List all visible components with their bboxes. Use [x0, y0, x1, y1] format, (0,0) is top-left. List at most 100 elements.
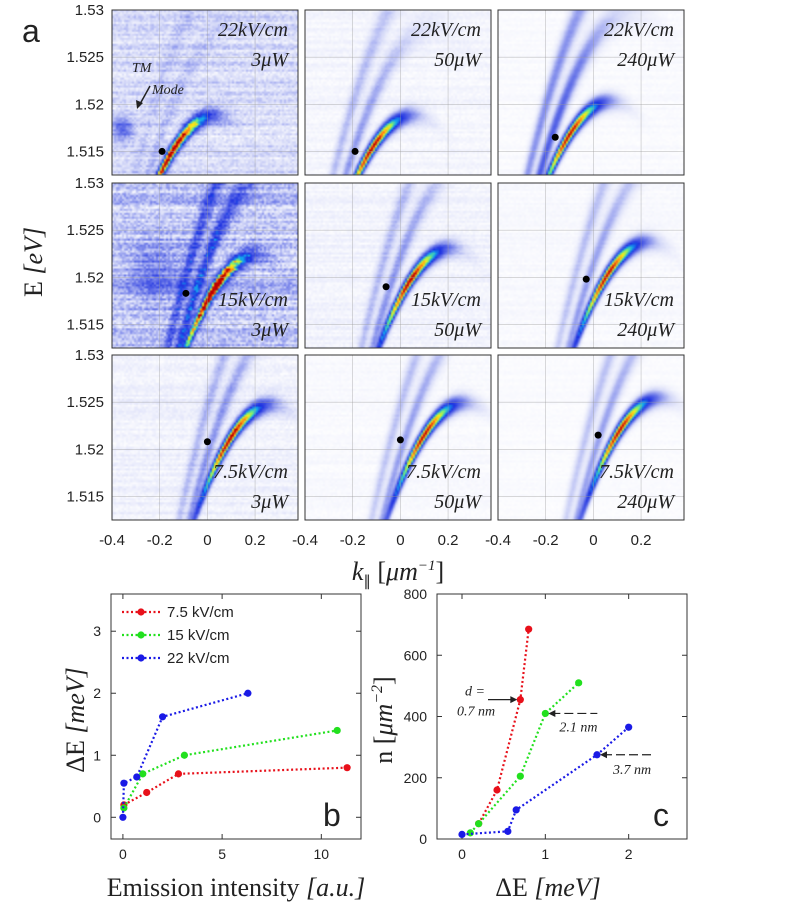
data-point	[593, 751, 601, 759]
dispersion-image-1-1	[305, 183, 491, 348]
field-label: 15kV/cm	[218, 289, 288, 311]
panel-b: 0 5 10 0 1 2 3 7.5 kV/cm 15 kV/cm 22 kV/cm	[93, 593, 362, 862]
y-tick-label: 600	[404, 647, 428, 663]
power-label: 50μW	[434, 491, 483, 513]
panel-a-xlabel: k∥ [μm−1]	[352, 557, 444, 590]
data-point	[139, 770, 147, 778]
power-label: 240μW	[617, 491, 676, 513]
series-line	[469, 682, 580, 834]
data-point	[541, 709, 549, 718]
data-point	[143, 788, 151, 797]
condensate-marker	[203, 438, 211, 446]
panel-a-axes: 22kV/cm 3μW 22kV/cm 50μW 22kV/cm 240μW 1.53 1.5…	[66, 2, 685, 549]
thickness-label: 0.7 nm	[457, 705, 495, 720]
tm-mode-arrowhead	[136, 100, 143, 109]
x-tick-label: 1	[541, 846, 549, 862]
dispersion-frame	[304, 9, 492, 176]
data-point	[343, 764, 351, 772]
panel-a-xtick: 0.2	[438, 532, 459, 549]
panel-a-letter: a	[22, 13, 40, 49]
y-tick-label: 0	[419, 831, 427, 847]
annotation-arrowhead	[548, 709, 556, 717]
y-tick-label: 1	[93, 747, 101, 763]
series-line	[121, 692, 249, 818]
panel-a-xtick: -0.4	[99, 532, 125, 549]
series-line	[122, 729, 338, 809]
data-point	[133, 773, 141, 781]
panel-a-ytick: 1.515	[66, 316, 104, 333]
legend-swatch-dot	[137, 654, 145, 662]
data-point	[119, 813, 127, 821]
dispersion-frame	[497, 182, 685, 349]
panel-a-xtick: 0	[203, 532, 211, 549]
x-tick-label: 10	[314, 846, 330, 862]
annotation-arrowhead	[510, 696, 518, 704]
annotation-arrowhead	[600, 751, 607, 759]
panel-b-letter: b	[323, 797, 341, 833]
y-tick-label: 0	[93, 809, 101, 825]
plot-frame	[110, 593, 362, 840]
data-point	[244, 689, 252, 697]
x-tick-label: 0	[458, 846, 466, 862]
panel-a-xtick: -0.2	[340, 532, 366, 549]
power-label: 3μW	[250, 319, 290, 341]
field-label: 15kV/cm	[411, 289, 481, 311]
tm-mode-annotation: TM Mode	[132, 61, 184, 109]
panel-b-xlabel: Emission intensity [a.u.]	[107, 873, 366, 902]
power-label: 3μW	[250, 49, 290, 71]
panel-c-letter: c	[653, 797, 669, 833]
thickness-label: 3.7 nm	[612, 763, 651, 778]
data-point	[575, 679, 583, 687]
panel-a-xtick: 0	[589, 532, 597, 549]
panel-a-ytick: 1.525	[66, 222, 104, 239]
dispersion-image-0-0	[112, 10, 298, 175]
power-label: 50μW	[434, 319, 483, 341]
panel-a-ytick: 1.52	[75, 269, 104, 286]
condensate-marker	[382, 283, 390, 291]
data-point	[504, 827, 512, 835]
dispersion-frame	[111, 182, 299, 349]
condensate-marker	[551, 133, 559, 141]
condensate-marker	[594, 431, 602, 439]
panel-a-xtick: -0.4	[292, 532, 318, 549]
thickness-label: d =	[465, 685, 485, 700]
data-point	[174, 770, 183, 778]
y-tick-label: 400	[404, 709, 428, 725]
panel-a-ytick: 1.53	[75, 175, 104, 192]
data-point	[120, 779, 128, 787]
data-point	[516, 772, 524, 780]
panel-a-ytick: 1.515	[66, 488, 104, 505]
dispersion-image-2-2	[498, 355, 684, 520]
field-label: 7.5kV/cm	[213, 461, 288, 483]
dispersion-image-0-1	[305, 10, 491, 175]
y-tick-label: 3	[93, 623, 101, 639]
panel-a-ytick: 1.52	[75, 96, 104, 113]
legend-swatch-dot	[137, 608, 145, 616]
data-point	[516, 696, 524, 704]
dispersion-image-0-2	[498, 10, 684, 175]
field-label: 22kV/cm	[218, 19, 288, 41]
condensate-marker	[396, 436, 404, 444]
condensate-marker	[158, 147, 166, 155]
panel-a-xtick: -0.2	[147, 532, 173, 549]
legend-label: 7.5 kV/cm	[167, 604, 234, 621]
legend-swatch-dot	[137, 631, 145, 639]
panel-a-ytick: 1.53	[75, 347, 104, 364]
panel-a-grid	[111, 10, 684, 520]
dispersion-frame	[304, 182, 492, 349]
dispersion-frame	[111, 9, 299, 176]
power-label: 240μW	[617, 49, 676, 71]
tm-mode-annotation-line1: TM	[132, 61, 153, 76]
panel-c-xlabel: ΔE [meV]	[495, 873, 601, 902]
data-point	[525, 625, 533, 633]
dispersion-frame	[497, 9, 685, 176]
data-point	[158, 713, 167, 721]
condensate-marker	[351, 147, 359, 155]
data-point	[625, 723, 633, 731]
field-label: 22kV/cm	[604, 19, 674, 41]
condensate-marker	[182, 289, 190, 297]
panel-a-xtick: 0.2	[631, 532, 652, 549]
power-label: 3μW	[250, 491, 290, 513]
dispersion-frame	[497, 354, 685, 521]
